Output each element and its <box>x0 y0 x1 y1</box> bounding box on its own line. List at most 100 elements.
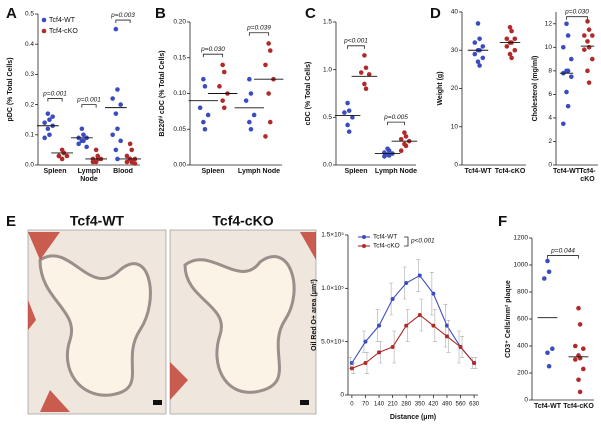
panel-letter: B <box>155 5 166 22</box>
legend-marker <box>41 28 47 34</box>
x-tick-label: Tcf4-WT <box>464 168 492 175</box>
data-point <box>76 141 81 147</box>
x-tick-label: Spleen <box>201 168 225 175</box>
data-point <box>93 147 99 153</box>
series-line <box>351 314 475 369</box>
y-tick-label: 400 <box>517 343 528 350</box>
x-tick-label-box: Spleen <box>201 168 225 175</box>
data-point <box>458 345 463 349</box>
data-point <box>398 136 404 142</box>
y-tick-label: 2 <box>548 138 552 145</box>
data-point <box>59 156 65 162</box>
data-point <box>404 323 409 328</box>
x-tick-label-box: Lymph Node <box>78 168 101 183</box>
data-point <box>512 47 518 53</box>
data-point <box>47 117 52 122</box>
data-point <box>346 129 352 134</box>
x-tick-label: Spleen <box>43 168 67 175</box>
x-tick-label-box: Spleen <box>345 168 368 175</box>
data-point <box>509 28 514 34</box>
data-point <box>113 26 119 32</box>
image-title: Tcf4-WT <box>70 213 125 229</box>
data-point <box>382 154 387 159</box>
data-point <box>363 65 369 71</box>
data-point <box>431 323 436 328</box>
y-tick-label: 4 <box>548 115 552 122</box>
p-value: p=0.030 <box>564 8 589 15</box>
y-tick-label: 200 <box>517 370 528 377</box>
data-point <box>247 119 252 125</box>
data-point <box>115 126 120 132</box>
x-tick-label: Tcf4-cKO <box>563 403 594 410</box>
data-point <box>248 126 254 132</box>
significance-bracket <box>547 255 579 259</box>
data-point <box>345 100 350 106</box>
data-point <box>350 115 355 120</box>
data-point <box>263 134 268 139</box>
x-axis-label: Distance (μm) <box>390 414 436 421</box>
data-point <box>124 153 130 159</box>
y-tick-label: 10 <box>451 123 459 130</box>
data-point <box>363 86 369 92</box>
y-axis-label: Weight (g) <box>437 71 444 105</box>
data-point <box>84 144 89 150</box>
legend-marker <box>41 17 47 23</box>
x-tick-label: 630 <box>469 402 480 408</box>
x-tick-label: 420 <box>428 402 439 408</box>
x-tick-label-box: Tcf4-cKO <box>579 168 596 183</box>
data-point <box>115 87 120 92</box>
data-point <box>565 68 571 74</box>
data-point <box>403 134 409 139</box>
data-point <box>251 112 257 118</box>
data-point <box>127 141 133 147</box>
data-point <box>585 19 590 24</box>
x-tick-label: 0 <box>350 402 354 408</box>
data-point <box>402 130 407 135</box>
y-tick-label: 1.5 <box>323 19 332 26</box>
x-tick-label-box: Tcf4-WT <box>464 168 492 175</box>
x-tick-label: 560 <box>456 402 467 408</box>
x-tick-label: Tcf4-cKO <box>579 168 596 183</box>
data-point <box>42 120 47 126</box>
data-point <box>586 27 592 32</box>
y-tick-label: 5.0×10⁴ <box>321 338 344 345</box>
data-point <box>564 89 569 95</box>
data-point <box>581 346 586 352</box>
data-point <box>201 76 206 82</box>
data-point <box>546 269 552 275</box>
data-point <box>220 98 225 103</box>
y-tick-label: 0.3 <box>25 71 34 78</box>
significance-bracket <box>387 121 405 126</box>
panel-letter: A <box>6 5 17 22</box>
data-point <box>118 138 123 144</box>
data-point <box>576 377 581 383</box>
p-value: p=0.001 <box>42 90 67 97</box>
data-point <box>417 313 422 317</box>
y-axis-label: Oil Red O+ area (μm²) <box>311 279 318 351</box>
data-point <box>472 361 477 365</box>
data-point <box>545 350 550 356</box>
significance-bracket <box>202 53 224 58</box>
data-point <box>118 102 123 107</box>
data-point <box>243 98 249 103</box>
significance-bracket <box>566 16 588 20</box>
data-point <box>590 33 595 38</box>
data-point <box>590 56 595 62</box>
data-point <box>564 21 569 27</box>
x-tick-label: Lymph Node <box>237 168 281 175</box>
data-point <box>569 56 574 62</box>
y-axis-label: Cholesterol (mg/ml) <box>532 56 539 122</box>
data-point <box>220 62 225 68</box>
data-point <box>585 68 590 74</box>
data-point <box>477 63 482 68</box>
data-point <box>266 41 271 46</box>
data-point <box>507 25 513 30</box>
data-point <box>345 122 350 128</box>
series-line <box>351 274 475 364</box>
y-axis-label: CD3⁺ Cells/mm² plaque <box>505 280 512 358</box>
data-point <box>110 132 115 138</box>
significance-bracket <box>115 19 131 24</box>
data-point <box>577 322 583 327</box>
legend-marker <box>362 235 366 239</box>
